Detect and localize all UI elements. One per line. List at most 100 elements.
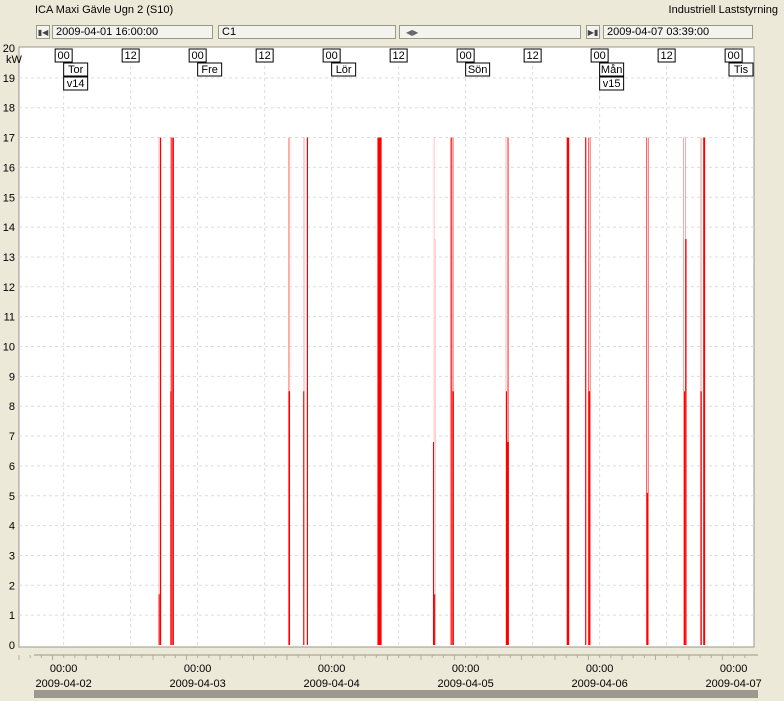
marker-label: 00 xyxy=(727,50,739,62)
power-spike xyxy=(450,137,452,646)
power-gap xyxy=(505,137,507,392)
marker-box xyxy=(197,62,223,77)
x-tick-time: 00:00 xyxy=(184,663,212,675)
app-name: Industriell Laststyrning xyxy=(668,4,778,16)
y-tick-label: 17 xyxy=(3,133,15,145)
y-tick-label: 12 xyxy=(3,282,15,294)
marker-label: 00 xyxy=(460,50,472,62)
title-bar: ICA Maxi Gävle Ugn 2 (S10) Industriell L… xyxy=(0,0,784,22)
y-tick-label: 13 xyxy=(3,252,15,264)
marker-label: Lör xyxy=(336,64,352,76)
marker-box xyxy=(599,76,625,91)
power-gap xyxy=(158,137,160,595)
grid xyxy=(19,48,754,645)
marker-box xyxy=(322,48,341,63)
x-tick-date: 2009-04-06 xyxy=(571,678,627,690)
marker-label: v14 xyxy=(67,78,85,90)
y-tick-label: 7 xyxy=(9,431,15,443)
power-gap xyxy=(288,137,290,392)
marker-box xyxy=(331,62,357,77)
power-gap xyxy=(452,137,454,392)
horizontal-scrollbar[interactable] xyxy=(34,690,758,698)
skip-first-icon[interactable]: ▮◀ xyxy=(36,25,50,39)
marker-box xyxy=(599,62,625,77)
marker-label: 12 xyxy=(125,50,137,62)
power-spike xyxy=(377,137,382,646)
x-tick-time: 00:00 xyxy=(720,663,748,675)
y-tick-label: 5 xyxy=(9,491,15,503)
marker-label: 12 xyxy=(661,50,673,62)
power-gap xyxy=(588,137,590,392)
power-gap xyxy=(646,137,648,493)
marker-label: 12 xyxy=(259,50,271,62)
y-axis-label: kW xyxy=(6,54,23,66)
y-tick-label: 15 xyxy=(3,192,15,204)
power-spike xyxy=(172,137,174,646)
marker-label: Mån xyxy=(601,64,622,76)
marker-label: 12 xyxy=(527,50,539,62)
time-scrollbar[interactable]: ◀▶ xyxy=(399,25,581,39)
marker-label: Tor xyxy=(68,64,84,76)
day-markers: 00 Tor v14 12 00 Fre 12 00 Lör 12 00 Sön 12 00 Mån v15 1… xyxy=(54,48,754,91)
power-gap xyxy=(434,239,436,595)
power-gap xyxy=(683,137,685,392)
marker-label: 00 xyxy=(58,50,70,62)
navigation-bar: ▮◀ 2009-04-01 16:00:00 C1 ◀▶ ▶▮ 2009-04-… xyxy=(0,23,784,43)
x-tick-time: 00:00 xyxy=(50,663,78,675)
power-gap xyxy=(507,137,509,443)
x-tick-date: 2009-04-04 xyxy=(304,678,360,690)
marker-label: 00 xyxy=(594,50,606,62)
y-tick-label: 19 xyxy=(3,73,15,85)
power-spike xyxy=(306,137,309,646)
marker-label: Tis xyxy=(734,64,749,76)
power-spike xyxy=(159,137,162,646)
marker-box xyxy=(523,48,542,63)
y-tick-label: 0 xyxy=(9,640,15,652)
power-spike xyxy=(170,137,172,646)
marker-box xyxy=(456,48,475,63)
marker-box xyxy=(188,48,207,63)
y-tick-label: 20 xyxy=(3,43,15,55)
marker-box xyxy=(121,48,140,63)
x-tick-date: 2009-04-02 xyxy=(36,678,92,690)
marker-label: 00 xyxy=(326,50,338,62)
x-tick-date: 2009-04-03 xyxy=(170,678,226,690)
power-gap xyxy=(433,137,435,443)
power-spike xyxy=(685,239,687,646)
power-spike xyxy=(566,137,570,646)
end-time-field[interactable]: 2009-04-07 03:39:00 xyxy=(603,25,753,39)
skip-last-icon[interactable]: ▶▮ xyxy=(586,25,600,39)
y-tick-label: 3 xyxy=(9,550,15,562)
power-spike xyxy=(703,137,706,646)
left-right-arrows-icon: ◀▶ xyxy=(406,28,419,37)
marker-box xyxy=(389,48,408,63)
x-tick-time: 00:00 xyxy=(318,663,346,675)
start-time-field[interactable]: 2009-04-01 16:00:00 xyxy=(52,25,213,39)
marker-box xyxy=(590,48,609,63)
y-tick-label: 18 xyxy=(3,103,15,115)
marker-box xyxy=(54,48,73,63)
y-tick-label: 6 xyxy=(9,461,15,473)
y-tick-label: 11 xyxy=(4,312,15,324)
y-tick-label: 1 xyxy=(9,610,15,622)
marker-label: Fre xyxy=(201,64,218,76)
channel-field[interactable]: C1 xyxy=(218,25,396,39)
x-tick-date: 2009-04-07 xyxy=(705,678,761,690)
y-tick-label: 2 xyxy=(9,580,15,592)
y-tick-label: 14 xyxy=(3,222,15,234)
x-tick-date: 2009-04-05 xyxy=(437,678,493,690)
x-axis: 00:00 2009-04-02 00:00 2009-04-03 00:00 2009-… xyxy=(18,654,762,690)
marker-box xyxy=(255,48,274,63)
y-tick-label: 9 xyxy=(9,371,15,383)
marker-box xyxy=(63,62,89,77)
marker-box xyxy=(657,48,676,63)
marker-box xyxy=(63,76,89,91)
marker-box xyxy=(728,62,754,77)
marker-box xyxy=(465,62,491,77)
power-series xyxy=(158,137,706,646)
power-gap xyxy=(700,137,702,392)
x-tick-time: 00:00 xyxy=(586,663,614,675)
y-tick-label: 8 xyxy=(9,401,15,413)
